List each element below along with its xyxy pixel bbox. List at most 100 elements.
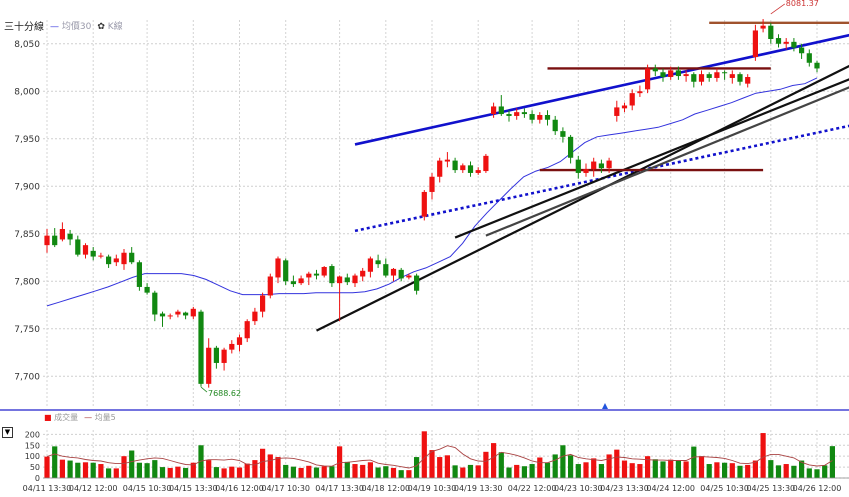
candle-body	[52, 235, 58, 246]
candle-body	[298, 278, 304, 284]
candle-body	[691, 74, 697, 82]
y-tick-label: 7,900	[14, 182, 40, 192]
x-tick-label: 04/19 10:30	[408, 484, 457, 493]
collapse-toggle-icon[interactable]: ▼	[2, 427, 13, 438]
volume-bar	[360, 464, 366, 478]
candle-body	[675, 70, 681, 77]
volume-bar	[537, 457, 543, 478]
candle-body	[313, 273, 320, 276]
x-tick-label: 04/19 13:30	[454, 484, 503, 493]
legend-vol-ma[interactable]: — 均量5	[84, 413, 116, 422]
candle-body	[206, 347, 212, 384]
volume-header: ■ 成交量 — 均量5	[44, 412, 116, 423]
candle-body	[452, 160, 458, 171]
volume-bar	[783, 464, 789, 478]
candle-body	[221, 349, 227, 363]
candle-body	[537, 115, 543, 120]
candle-body	[59, 229, 65, 240]
candle-body	[660, 72, 666, 77]
volume-bar	[575, 464, 581, 478]
candle-body	[290, 281, 296, 285]
candle-body	[637, 91, 643, 94]
x-tick-label: 04/12 12:00	[69, 484, 118, 493]
candle-body	[514, 112, 520, 116]
y-tick-label: 8,000	[14, 87, 40, 97]
candle-body	[706, 74, 712, 78]
candle-body	[321, 267, 327, 276]
volume-bar	[552, 454, 558, 478]
ma30-line-layer	[46, 77, 818, 307]
chart-title: 三十分線	[4, 22, 44, 33]
y-tick-label: 7,850	[14, 230, 40, 240]
candle-body	[814, 62, 820, 69]
volume-bar	[444, 455, 450, 478]
candle-body	[606, 160, 612, 169]
vol-y-tick-label: 100	[25, 452, 40, 461]
volume-bar	[521, 466, 527, 478]
legend-ma[interactable]: — 均價30	[50, 22, 92, 32]
candle-body	[244, 321, 250, 339]
candle-body	[344, 277, 350, 283]
volume-bar	[306, 465, 312, 478]
candle-body	[252, 311, 258, 322]
candles-layer	[44, 19, 820, 388]
volume-bar	[652, 459, 658, 478]
x-tick-label: 04/15 13:30	[169, 484, 218, 493]
volume-bar	[729, 463, 735, 478]
candle-body	[783, 41, 789, 44]
volume-bar	[175, 466, 181, 478]
volume-bar	[714, 462, 720, 478]
candle-body	[183, 312, 189, 316]
volume-bar	[229, 466, 235, 478]
volume-bar	[390, 467, 397, 478]
candle-body	[229, 343, 235, 350]
scroll-marker-icon	[602, 403, 608, 409]
volume-bar	[260, 448, 266, 478]
volume-bar	[44, 456, 50, 478]
candle-body	[90, 250, 96, 257]
candle-body	[198, 311, 204, 384]
candle-body	[159, 313, 166, 317]
candle-body	[498, 106, 504, 115]
candle-body	[337, 276, 343, 284]
x-tick-label: 04/17 13:30	[315, 484, 364, 493]
high-label: 8081.37	[786, 0, 819, 8]
volume-bar	[683, 461, 689, 478]
volume-bar	[183, 467, 189, 478]
candle-body	[568, 136, 574, 158]
trend-line-black	[454, 78, 849, 239]
volume-bar	[344, 461, 350, 478]
x-tick-label: 04/18 12:00	[361, 484, 410, 493]
candle-body	[275, 258, 281, 278]
candle-body	[121, 252, 127, 265]
x-tick-label: 04/11 13:30	[23, 484, 72, 493]
volume-bar	[313, 467, 320, 478]
volume-bar	[252, 460, 258, 478]
volume-bar	[614, 449, 620, 478]
trend-lines-layer	[316, 21, 849, 332]
volume-bar	[67, 460, 73, 478]
volume-bar	[452, 465, 458, 478]
candle-body	[398, 269, 404, 279]
x-tick-label: 04/24 12:00	[646, 484, 695, 493]
volume-bar	[383, 466, 389, 478]
candle-body	[598, 163, 604, 169]
volume-bar	[637, 464, 643, 478]
volume-bar	[768, 460, 774, 478]
legend-k[interactable]: ✿ K線	[97, 22, 123, 32]
volume-bar	[760, 433, 766, 478]
volume-bars-layer	[44, 431, 835, 478]
volume-bar	[198, 445, 204, 478]
volume-bar	[737, 465, 743, 478]
volume-bar	[675, 460, 681, 478]
candle-body	[652, 68, 658, 72]
volume-bar	[514, 464, 520, 478]
x-tick-label: 04/17 10:30	[261, 484, 310, 493]
y-tick-label: 7,750	[14, 325, 40, 335]
volume-bar	[806, 468, 812, 478]
candle-body	[106, 256, 112, 265]
legend-vol[interactable]: ■ 成交量	[44, 413, 79, 422]
x-tick-label: 04/22 12:00	[508, 484, 557, 493]
candle-body	[329, 266, 335, 284]
